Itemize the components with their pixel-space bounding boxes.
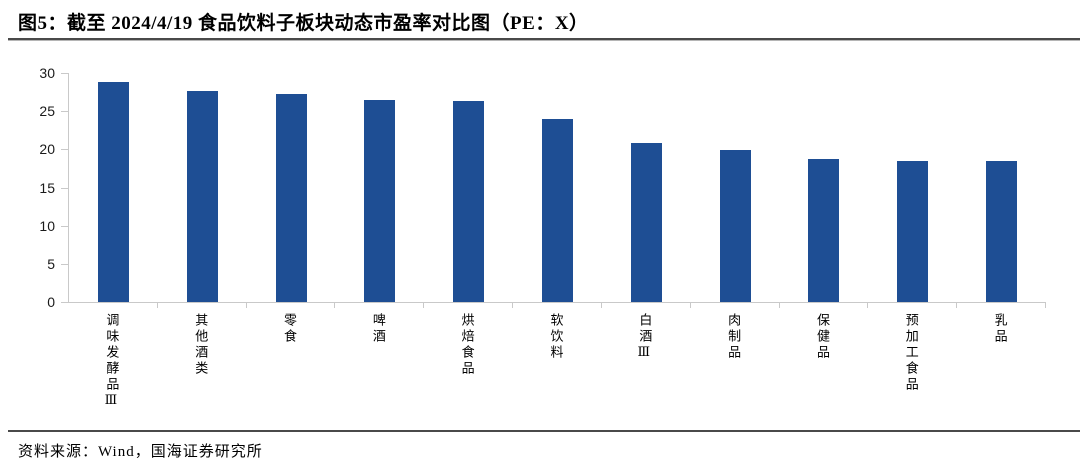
x-axis-tick	[156, 303, 158, 308]
category-label-7: 白酒Ⅲ	[637, 313, 653, 363]
x-axis-tick	[1045, 303, 1046, 308]
category-label-11: 乳品	[992, 313, 1008, 345]
x-axis-tick	[689, 303, 691, 308]
y-axis-tick	[61, 263, 68, 265]
plot-area	[68, 73, 1046, 303]
y-axis-tick	[61, 73, 68, 74]
category-label-8: 肉制品	[726, 313, 742, 361]
title-divider	[8, 38, 1080, 41]
figure-title: 图5：截至 2024/4/19 食品饮料子板块动态市盈率对比图（PE：X）	[18, 13, 589, 34]
y-axis-tick	[61, 302, 68, 303]
bar-6	[542, 118, 573, 302]
y-axis-tick	[61, 111, 68, 113]
bar-10	[897, 160, 929, 302]
category-label-5: 烘焙食品	[459, 313, 475, 377]
bar-2	[186, 90, 218, 302]
bar-4	[364, 99, 396, 302]
y-axis-tick-label: 10	[39, 217, 55, 234]
footer-divider	[8, 430, 1080, 432]
x-axis-tick	[245, 303, 247, 308]
x-axis-tick	[423, 303, 425, 308]
bar-5	[453, 101, 485, 302]
category-label-9: 保健品	[814, 313, 830, 361]
bar-8	[719, 150, 751, 302]
category-label-10: 预加工食品	[903, 313, 919, 393]
y-axis-tick-label: 5	[47, 255, 55, 272]
x-axis-tick	[512, 303, 514, 308]
x-axis-tick	[867, 303, 869, 308]
y-axis-tick	[61, 225, 68, 227]
category-label-4: 啤酒	[370, 313, 386, 345]
bar-7	[630, 143, 662, 302]
bar-1	[97, 82, 129, 302]
x-axis-tick	[334, 303, 336, 308]
bar-9	[808, 159, 840, 302]
bar-11	[986, 160, 1018, 302]
y-axis-tick-label: 25	[39, 103, 55, 120]
y-axis-tick	[61, 149, 68, 151]
x-axis-tick	[956, 303, 958, 308]
x-axis-tick	[778, 303, 780, 308]
source-note: 资料来源：Wind，国海证券研究所	[18, 444, 263, 460]
y-axis-tick	[61, 187, 68, 189]
y-axis-tick-label: 0	[47, 294, 55, 310]
y-axis-tick-label: 30	[39, 65, 55, 81]
category-label-3: 零食	[282, 313, 298, 345]
category-label-6: 软饮料	[548, 313, 564, 361]
bar-3	[275, 94, 307, 302]
y-axis-tick-label: 20	[39, 141, 55, 158]
x-axis-tick	[600, 303, 602, 308]
category-label-2: 其他酒类	[193, 313, 209, 377]
y-axis-tick-label: 15	[39, 179, 55, 196]
category-label-1: 调味发酵品Ⅲ	[104, 313, 120, 411]
